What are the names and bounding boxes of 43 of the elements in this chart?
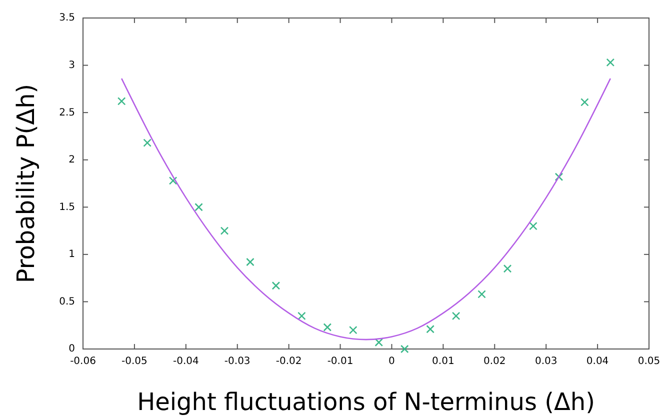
point: [374, 338, 384, 347]
y-tick-label: 0.5: [59, 296, 75, 308]
point: [220, 226, 229, 235]
x-tick-label: -0.01: [327, 356, 354, 367]
y-axis-title: Probability P(Δh): [12, 84, 40, 284]
point: [246, 258, 254, 266]
x-tick-label: 0.03: [534, 356, 558, 367]
x-tick-label: 0: [388, 356, 395, 367]
point: [272, 281, 280, 290]
y-tick-label: 0: [68, 344, 75, 355]
point: [529, 222, 538, 230]
x-tick-label: -0.06: [70, 356, 96, 367]
point: [400, 344, 409, 354]
x-tick-label: 0.04: [586, 356, 609, 367]
y-tick-label: 1.5: [59, 202, 75, 213]
point: [580, 98, 589, 106]
point: [323, 323, 332, 332]
point: [452, 312, 460, 320]
x-axis-title: Height fluctuations of N-terminus (Δh): [137, 388, 595, 416]
y-tick-label: 2: [68, 154, 75, 166]
point: [117, 97, 126, 106]
point: [503, 264, 512, 273]
point: [168, 176, 178, 185]
point: [143, 138, 152, 147]
point: [554, 172, 564, 182]
y-tick-label: 2.5: [59, 107, 75, 118]
x-tick-label: -0.03: [224, 356, 250, 367]
line-series: [120, 78, 612, 340]
point: [298, 312, 306, 320]
y-tick-label: 3: [68, 60, 75, 72]
x-tick-label: 0.01: [432, 356, 454, 367]
x-tick-label: -0.02: [276, 356, 302, 367]
x-tick-label: 0.02: [484, 356, 506, 367]
y-tick-label: 1: [68, 249, 75, 260]
point: [194, 202, 203, 212]
point: [426, 324, 434, 334]
y-tick-label: 3.5: [59, 12, 75, 24]
x-tick-label: -0.04: [172, 356, 199, 367]
x-tick-label: 0.05: [638, 356, 660, 367]
x-tick-label: -0.05: [122, 356, 148, 367]
point: [606, 58, 615, 67]
point: [478, 290, 486, 298]
point: [348, 326, 358, 334]
